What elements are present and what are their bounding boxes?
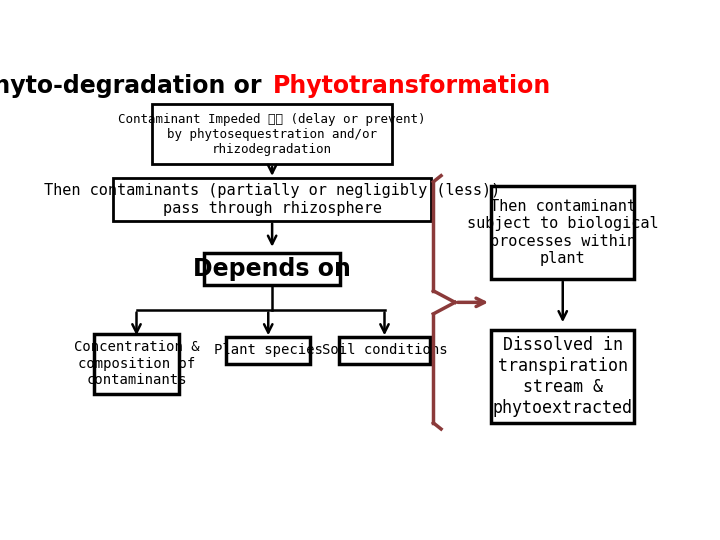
- Text: Plant species: Plant species: [214, 343, 323, 357]
- FancyBboxPatch shape: [113, 178, 431, 221]
- FancyBboxPatch shape: [226, 336, 310, 365]
- FancyBboxPatch shape: [152, 104, 392, 164]
- FancyBboxPatch shape: [339, 336, 431, 365]
- Text: Contaminant Impeded 방해 (delay or prevent)
by phytosequestration and/or
rhizodegr: Contaminant Impeded 방해 (delay or prevent…: [118, 113, 426, 156]
- Text: Dissolved in
transpiration
stream &
phytoextracted: Dissolved in transpiration stream & phyt…: [492, 336, 633, 417]
- Text: Phyto-degradation or: Phyto-degradation or: [0, 73, 270, 98]
- FancyBboxPatch shape: [491, 186, 634, 279]
- Text: Soil conditions: Soil conditions: [322, 343, 447, 357]
- Text: Depends on: Depends on: [193, 257, 351, 281]
- FancyBboxPatch shape: [94, 334, 179, 394]
- Text: Then contaminants (partially or negligibly (less))
pass through rhizosphere: Then contaminants (partially or negligib…: [44, 184, 500, 216]
- Text: Phytotransformation: Phytotransformation: [273, 73, 551, 98]
- Text: Concentration &
composition of
contaminants: Concentration & composition of contamina…: [73, 340, 199, 387]
- Text: Then contaminant
subject to biological
processes within
plant: Then contaminant subject to biological p…: [467, 199, 659, 266]
- FancyBboxPatch shape: [491, 330, 634, 423]
- FancyBboxPatch shape: [204, 253, 340, 285]
